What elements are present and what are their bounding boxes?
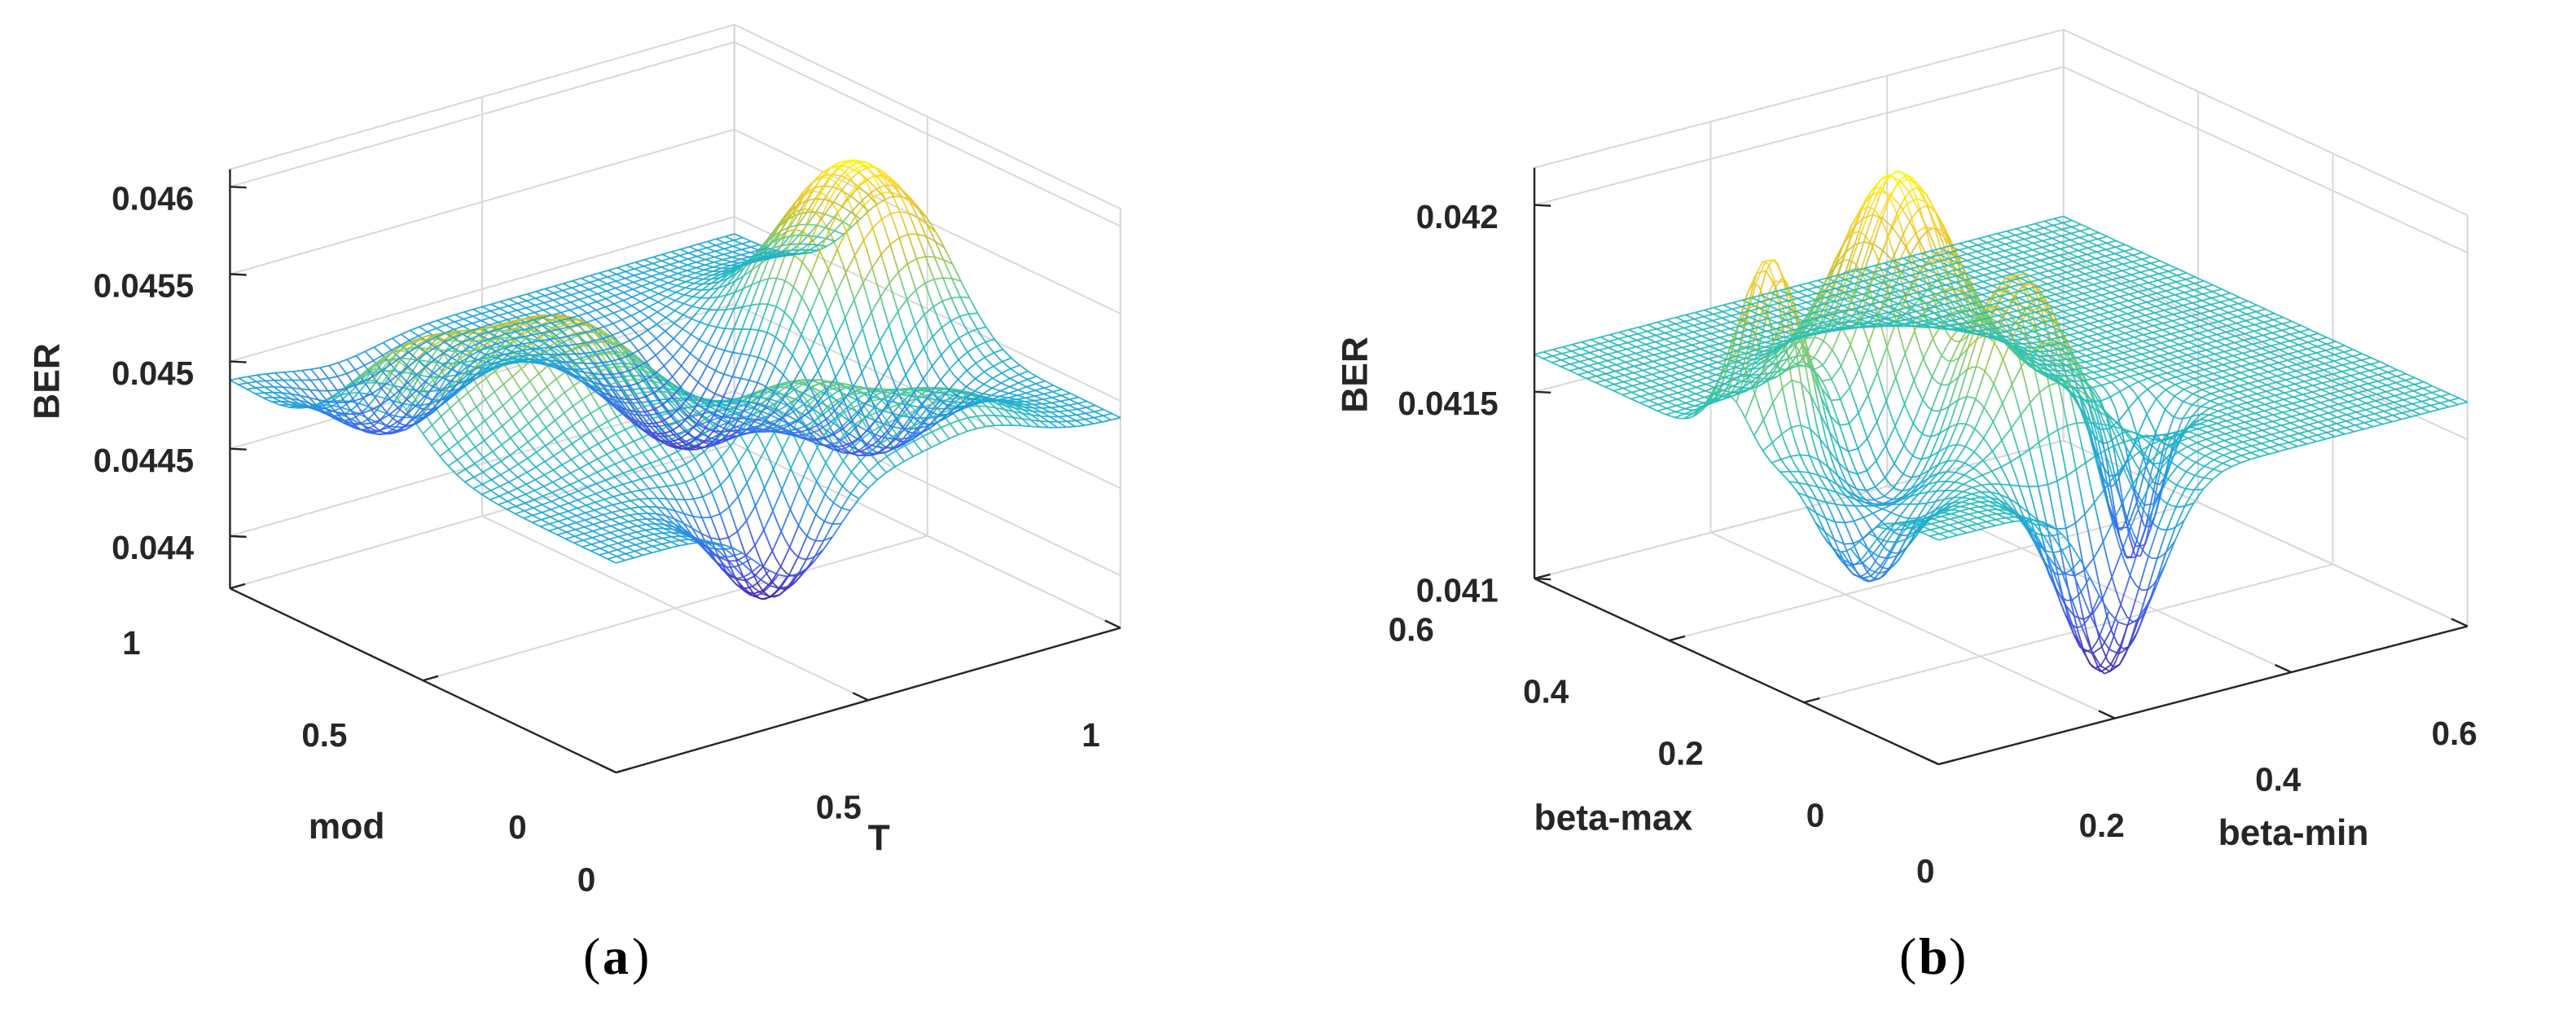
caption-a-letter: a [603,927,629,985]
y-tick-label: 0 [1806,797,1824,834]
y-floor-gridline [1803,563,2333,703]
y-floor-gridline [230,442,735,590]
caption-a: ( a ) [583,927,649,985]
z-tick-label: 0.0455 [94,267,194,305]
y-floor-gridline [1534,439,2064,580]
axes-box-a [230,24,1121,629]
ylabel-a: mod [309,807,385,847]
ylabel-b: beta-max [1534,799,1693,838]
x-tick-label: 0.5 [816,789,862,826]
y-tick-mark [1937,759,1955,766]
y-tick-mark [1669,635,1686,642]
caption-b-letter: b [1919,927,1948,985]
back-top-edge [230,24,1121,210]
xlabel-b: beta-min [2218,813,2369,853]
x-tick-mark [2451,618,2468,627]
axis-lines-b [1533,167,2468,766]
z-tick-label: 0.042 [1416,198,1499,235]
y-tick-label: 0.5 [301,716,347,754]
y-tick-label: 0.6 [1389,611,1434,649]
z-gridline [230,41,1121,227]
x-tick-mark [599,763,617,774]
x-tick-label: 0.6 [2432,715,2477,752]
axes-box-b [1534,29,2468,627]
y-tick-label: 0 [508,808,526,846]
surface-mesh-b [1534,170,2468,675]
x-tick-mark [2274,663,2292,674]
x-tick-label: 0.4 [2255,760,2302,798]
y-axis-line [1534,577,1939,766]
zlabel-b: BER [1335,337,1375,413]
y-tick-mark [1534,573,1551,580]
x-tick-label: 1 [1082,716,1099,754]
x-tick-label: 0.2 [2079,807,2125,844]
x-tick-mark [2098,710,2116,719]
z-grid-b [1534,29,2468,765]
axis-lines-a [229,169,1121,774]
xlabel-a: T [868,818,890,858]
zlabel-a: BER [28,343,68,420]
z-tick-mark [1534,390,1551,394]
z-tick-mark [230,273,247,276]
x-tick-mark [852,692,869,702]
surface-plot-b: 0.041 0.0415 0.042 0 0.2 0.4 0.6 0 0.2 0.4 0.6 BER… [1335,29,2477,890]
surface-plot-a: 0.044 0.0445 0.045 0.0455 0.046 0 0.5 1 0 0.5 1 BE… [28,24,1121,898]
y-tick-label: 0.4 [1523,673,1569,711]
x-tick-mark [1921,755,1939,766]
z-tick-label: 0.0445 [94,442,194,479]
tick-labels-b: 0.041 0.0415 0.042 0 0.2 0.4 0.6 0 0.2 0.4 0.6 [1389,198,2477,890]
z-tick-mark [230,360,247,363]
y-tick-mark [230,583,246,590]
x-tick-label: 0 [1916,852,1934,890]
z-tick-label: 0.0415 [1398,385,1498,422]
x-tick-mark [1104,619,1121,629]
y-floor-gridline [1669,501,2199,642]
x-tick-label: 0 [577,860,595,898]
z-gridline [1534,66,2468,253]
x-floor-gridline [1710,531,2116,719]
y-tick-mark [423,675,439,682]
z-tick-label: 0.045 [112,354,194,392]
y-tick-mark [1803,697,1820,704]
y-floor-gridline [423,535,928,682]
z-tick-mark [230,535,247,539]
y-tick-label: 1 [122,624,140,662]
z-tick-label: 0.044 [112,529,194,566]
z-tick-mark [230,447,247,451]
surface-mesh-a [229,159,1121,601]
y-tick-label: 0.2 [1658,735,1704,772]
z-tick-mark [1534,204,1551,207]
caption-b: ( b ) [1899,927,1966,985]
z-tick-label: 0.046 [112,179,194,217]
tick-labels-a: 0.044 0.0445 0.045 0.0455 0.046 0 0.5 1 0 0.5 1 [94,179,1100,898]
z-tick-label: 0.041 [1416,571,1499,609]
x-axis-line [1937,625,2468,766]
y-tick-mark [616,767,632,774]
